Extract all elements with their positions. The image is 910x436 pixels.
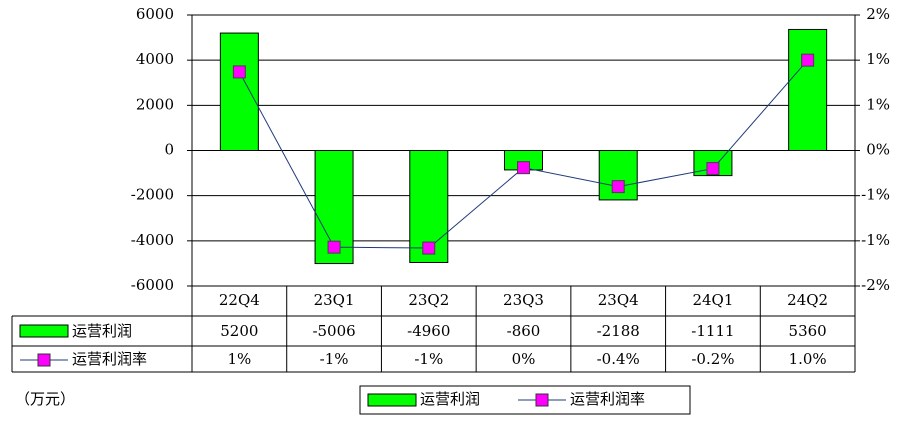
- table-value: 5360: [789, 322, 827, 340]
- unit-label: （万元）: [15, 390, 75, 408]
- table-value: -1111: [691, 322, 734, 340]
- marker: [611, 180, 625, 194]
- x-tick-label: 24Q1: [692, 291, 733, 309]
- y2-tick-label: -1%: [861, 231, 890, 249]
- table-value: 5200: [220, 322, 258, 340]
- legend-label: 运营利润: [420, 390, 480, 408]
- y-tick-label: 6000: [136, 5, 174, 23]
- legend-box: [359, 385, 691, 415]
- y-tick-label: 2000: [136, 95, 174, 113]
- legend-key: [19, 324, 69, 338]
- y-tick-label: -2000: [131, 186, 174, 204]
- table-value: -1%: [414, 350, 443, 368]
- x-tick-label: 22Q4: [219, 291, 260, 309]
- y2-tick-label: -2%: [861, 276, 890, 294]
- table-value: 1.0%: [789, 350, 827, 368]
- y-tick-label: -4000: [131, 231, 174, 249]
- y-tick-label: 0: [164, 141, 174, 159]
- marker: [801, 53, 815, 67]
- row-label: 运营利润率: [72, 350, 147, 368]
- x-tick-label: 23Q1: [314, 291, 355, 309]
- table-value: -2188: [597, 322, 640, 340]
- y-tick-label: -6000: [131, 276, 174, 294]
- y2-tick-label: 0%: [866, 141, 890, 159]
- marker: [232, 65, 246, 79]
- table-value: -5006: [312, 322, 355, 340]
- y2-tick-label: 2%: [866, 5, 890, 23]
- x-tick-label: 23Q2: [408, 291, 449, 309]
- bar: [219, 32, 259, 151]
- bar: [788, 28, 828, 152]
- y2-tick-label: 1%: [866, 95, 890, 113]
- table-value: 0%: [512, 350, 536, 368]
- table-value: 1%: [227, 350, 251, 368]
- table-value: -860: [507, 322, 541, 340]
- marker: [517, 161, 530, 175]
- marker: [327, 240, 341, 254]
- y-tick-label: 4000: [136, 50, 174, 68]
- table-value: -0.4%: [597, 350, 640, 368]
- x-tick-label: 23Q4: [598, 291, 639, 309]
- x-tick-label: 23Q3: [503, 291, 544, 309]
- table-value: -4960: [407, 322, 450, 340]
- legend-key: [367, 393, 417, 407]
- table-value: -1%: [320, 350, 349, 368]
- x-tick-label: 24Q2: [787, 291, 828, 309]
- marker: [706, 162, 720, 176]
- legend-label: 运营利润率: [570, 390, 645, 408]
- legend-key: [37, 353, 51, 367]
- y2-tick-label: 1%: [866, 50, 890, 68]
- table-value: -0.2%: [691, 350, 734, 368]
- row-label: 运营利润: [72, 322, 132, 340]
- y2-tick-label: -1%: [861, 186, 890, 204]
- legend-key: [535, 393, 549, 407]
- marker: [422, 241, 436, 255]
